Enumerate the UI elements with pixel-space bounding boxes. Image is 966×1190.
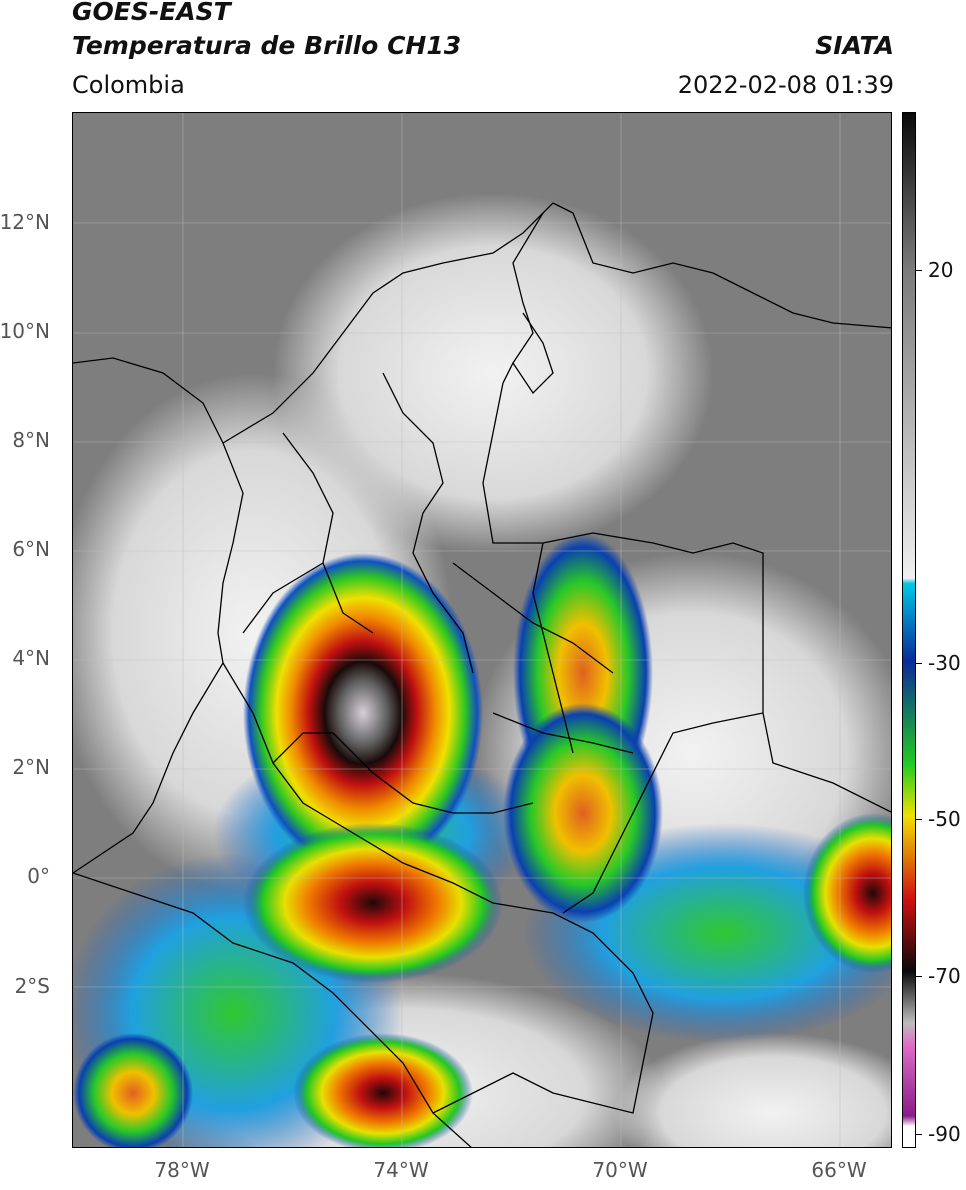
colorbar-tick xyxy=(916,270,922,271)
lon-label: 70°W xyxy=(592,1158,648,1182)
cloud-area xyxy=(273,193,713,553)
region-label: Colombia xyxy=(72,71,185,99)
lon-label: 78°W xyxy=(154,1158,210,1182)
lat-label: 0° xyxy=(27,864,50,888)
lat-label: 2°N xyxy=(12,755,50,779)
storm-cell-main xyxy=(243,553,483,873)
storm-cell xyxy=(73,1033,193,1147)
organization-label: SIATA xyxy=(815,31,894,60)
lon-label: 74°W xyxy=(373,1158,429,1182)
title-line-2: Temperatura de Brillo CH13 xyxy=(72,31,462,60)
country-borders xyxy=(73,202,891,1147)
cloud-area xyxy=(613,1033,891,1147)
title-line-1: GOES-EAST xyxy=(72,0,231,26)
colorbar-label: -90 xyxy=(928,1122,961,1146)
storm-cell xyxy=(293,1033,473,1147)
storm-cell xyxy=(503,703,663,923)
colorbar-label: -30 xyxy=(928,651,961,675)
colorbar-label: -70 xyxy=(928,964,961,988)
lat-label: 2°S xyxy=(14,974,50,998)
graticule xyxy=(73,113,891,1147)
colorbar xyxy=(902,112,916,1148)
lon-label: 66°W xyxy=(811,1158,867,1182)
colorbar-tick xyxy=(916,663,922,664)
lat-label: 4°N xyxy=(12,646,50,670)
lat-label: 12°N xyxy=(0,210,50,234)
storm-cell xyxy=(803,813,891,973)
storm-cell xyxy=(243,823,503,983)
colorbar-label: -50 xyxy=(928,807,961,831)
lat-label: 8°N xyxy=(12,428,50,452)
lat-label: 10°N xyxy=(0,319,50,343)
lat-label: 6°N xyxy=(12,537,50,561)
colorbar-tick xyxy=(916,819,922,820)
timestamp-label: 2022-02-08 01:39 xyxy=(677,71,894,99)
colorbar-tick xyxy=(916,976,922,977)
colorbar-tick xyxy=(916,1134,922,1135)
map-graphic xyxy=(73,113,891,1147)
colorbar-label: 20 xyxy=(928,258,954,282)
satellite-map[interactable] xyxy=(72,112,892,1148)
